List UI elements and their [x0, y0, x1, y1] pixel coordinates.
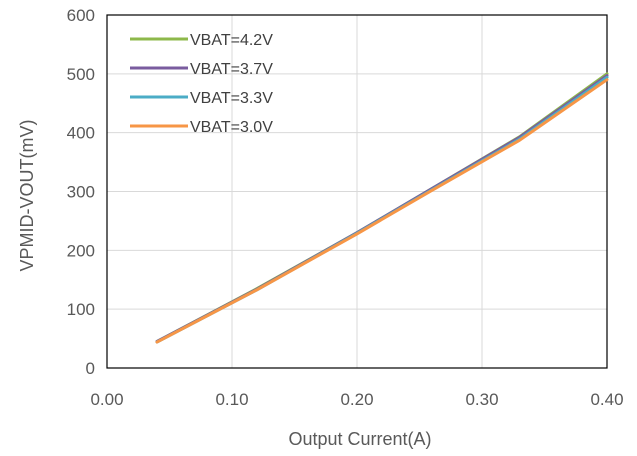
legend-label-vbat-3-3v: VBAT=3.3V: [190, 90, 273, 107]
y-axis-title: VPMID-VOUT(mV): [17, 120, 37, 272]
y-tick-label: 600: [67, 6, 95, 25]
series-line-vbat-3-0v: [155, 78, 609, 344]
x-tick-label: 0.00: [90, 390, 123, 409]
series-lines: [155, 72, 609, 344]
legend-label-vbat-3-0v: VBAT=3.0V: [190, 119, 273, 136]
y-tick-label: 100: [67, 300, 95, 319]
plot-area-frame: [106, 14, 608, 369]
x-tick-label: 0.30: [465, 390, 498, 409]
series-line-vbat-4-2v: [155, 72, 609, 343]
x-tick-label: 0.40: [590, 390, 623, 409]
series-line-vbat-3-3v: [155, 75, 609, 344]
x-tick-label: 0.20: [340, 390, 373, 409]
y-tick-label: 200: [67, 241, 95, 260]
y-tick-label: 0: [86, 359, 95, 378]
x-tick-label: 0.10: [215, 390, 248, 409]
legend-label-vbat-3-7v: VBAT=3.7V: [190, 61, 273, 78]
x-axis-title: Output Current(A): [288, 429, 431, 449]
y-tick-label: 500: [67, 65, 95, 84]
y-tick-label: 400: [67, 124, 95, 143]
legend: VBAT=4.2V VBAT=3.7V VBAT=3.3V VBAT=3.0V: [130, 32, 273, 136]
x-axis-tick-labels: 0.00 0.10 0.20 0.30 0.40: [90, 390, 623, 409]
y-tick-label: 300: [67, 183, 95, 202]
series-line-vbat-3-7v: [155, 74, 609, 343]
y-axis-tick-labels: 0 100 200 300 400 500 600: [67, 6, 95, 378]
legend-label-vbat-4-2v: VBAT=4.2V: [190, 32, 273, 49]
